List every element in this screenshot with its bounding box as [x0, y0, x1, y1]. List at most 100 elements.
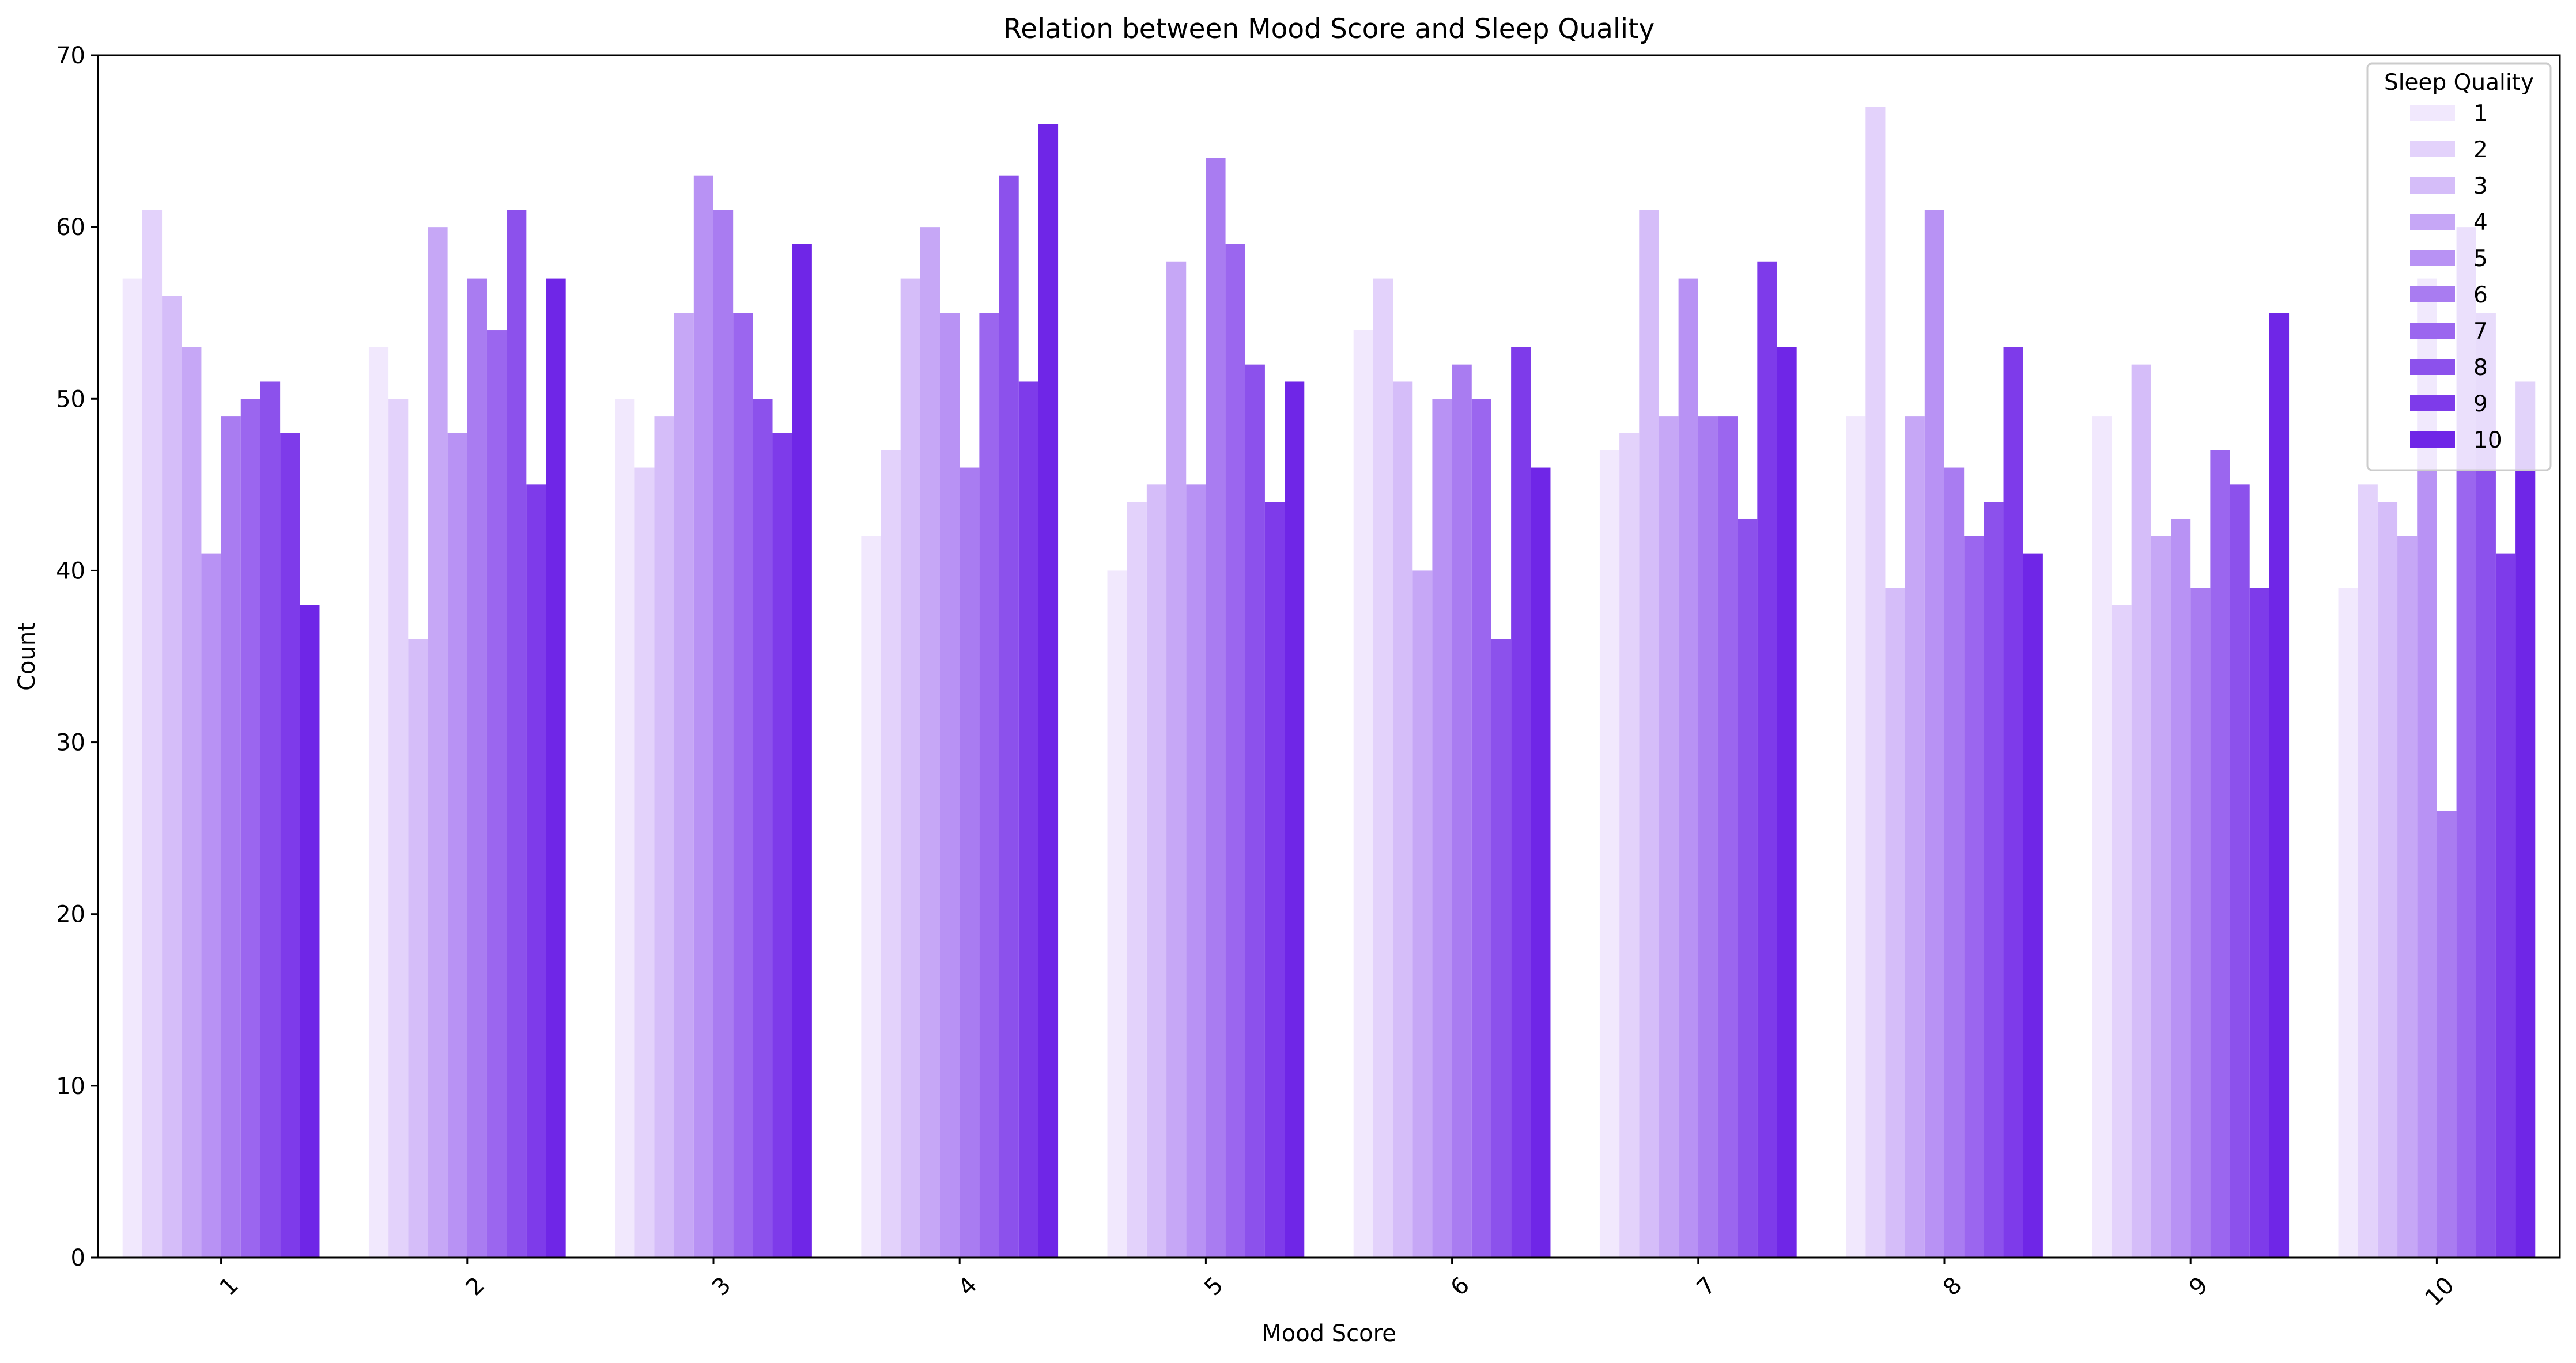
bar-mood-4-sleep-10	[1038, 124, 1059, 1258]
legend: Sleep Quality 1 2 3 4 5 6 7 8 9 10	[2366, 62, 2552, 471]
bar-mood-1-sleep-2	[142, 210, 163, 1258]
y-tick-label: 30	[56, 730, 85, 756]
bar-mood-6-sleep-5	[1432, 399, 1452, 1258]
legend-label-5: 5	[2473, 246, 2488, 272]
legend-swatch-2	[2410, 141, 2455, 157]
bar-mood-10-sleep-10	[2515, 381, 2536, 1258]
bar-mood-9-sleep-2	[2112, 605, 2132, 1258]
legend-swatch-7	[2410, 323, 2455, 339]
legend-swatch-1	[2410, 105, 2455, 121]
legend-label-3: 3	[2473, 173, 2488, 199]
x-tick-label: 6	[1446, 1272, 1475, 1301]
legend-swatch-10	[2410, 431, 2455, 448]
bar-mood-1-sleep-8	[260, 381, 281, 1258]
bar-mood-4-sleep-8	[999, 175, 1019, 1258]
x-tick-label: 4	[953, 1272, 983, 1301]
bar-mood-9-sleep-10	[2269, 313, 2290, 1258]
bar-mood-8-sleep-4	[1905, 416, 1925, 1258]
bar-mood-7-sleep-7	[1717, 416, 1738, 1258]
bar-mood-5-sleep-6	[1206, 158, 1226, 1258]
bar-mood-9-sleep-8	[2230, 484, 2250, 1258]
y-tick-label: 60	[56, 214, 85, 241]
bar-mood-6-sleep-3	[1393, 381, 1413, 1258]
bar-mood-5-sleep-10	[1285, 381, 1305, 1258]
y-tick-label: 0	[71, 1245, 85, 1271]
bar-mood-10-sleep-4	[2397, 536, 2418, 1258]
y-axis: 0 10 20 30 40 50 60 70	[56, 43, 98, 1271]
bar-mood-1-sleep-7	[240, 399, 260, 1258]
bar-mood-7-sleep-10	[1777, 347, 1797, 1258]
plot-frame	[97, 54, 2561, 1259]
y-tick-label: 50	[56, 386, 85, 412]
bar-mood-2-sleep-10	[546, 278, 566, 1258]
bar-mood-7-sleep-1	[1599, 450, 1620, 1258]
bar-mood-7-sleep-3	[1639, 210, 1659, 1258]
bar-mood-6-sleep-10	[1531, 467, 1551, 1258]
bar-mood-2-sleep-8	[507, 210, 527, 1258]
bar-mood-9-sleep-4	[2151, 536, 2171, 1258]
y-tick-label: 70	[56, 43, 85, 69]
x-tick-label: 3	[707, 1272, 736, 1301]
legend-title: Sleep Quality	[2384, 70, 2534, 96]
bar-mood-8-sleep-8	[1984, 502, 2004, 1258]
bar-mood-7-sleep-6	[1698, 416, 1718, 1258]
bar-mood-3-sleep-10	[792, 244, 812, 1258]
bar-mood-3-sleep-9	[772, 433, 792, 1258]
legend-swatch-9	[2410, 395, 2455, 411]
bar-mood-8-sleep-9	[2003, 347, 2023, 1258]
bar-mood-3-sleep-5	[693, 175, 713, 1258]
x-tick-label: 8	[1938, 1272, 1967, 1301]
bar-mood-4-sleep-1	[861, 536, 881, 1258]
bar-mood-10-sleep-6	[2437, 811, 2457, 1258]
bar-mood-3-sleep-4	[674, 313, 694, 1258]
legend-swatch-3	[2410, 177, 2455, 194]
bar-mood-1-sleep-6	[221, 416, 241, 1258]
bar-mood-9-sleep-6	[2190, 588, 2211, 1258]
y-axis-title: Count	[14, 622, 40, 691]
bar-mood-5-sleep-8	[1245, 364, 1265, 1258]
legend-box	[2366, 62, 2552, 471]
bar-mood-3-sleep-6	[713, 210, 734, 1258]
bar-mood-5-sleep-2	[1127, 502, 1147, 1258]
bar-mood-3-sleep-2	[634, 467, 655, 1258]
bar-mood-7-sleep-5	[1678, 278, 1698, 1258]
x-tick-label: 2	[461, 1272, 490, 1301]
bar-mood-3-sleep-1	[615, 399, 635, 1258]
x-tick-label: 1	[215, 1272, 244, 1301]
bar-mood-9-sleep-5	[2171, 518, 2191, 1258]
legend-label-2: 2	[2473, 137, 2488, 163]
bar-mood-8-sleep-2	[1865, 107, 1886, 1258]
legend-swatch-8	[2410, 359, 2455, 375]
chart-title: Relation between Mood Score and Sleep Qu…	[1003, 13, 1655, 45]
bar-mood-6-sleep-1	[1353, 330, 1373, 1258]
bar-mood-8-sleep-10	[2023, 553, 2043, 1258]
bar-mood-2-sleep-5	[447, 433, 467, 1258]
bar-mood-5-sleep-5	[1186, 484, 1206, 1258]
bar-mood-4-sleep-2	[881, 450, 901, 1258]
bar-mood-4-sleep-3	[900, 278, 920, 1258]
y-tick-label: 40	[56, 558, 85, 584]
legend-label-4: 4	[2473, 210, 2488, 236]
legend-label-6: 6	[2473, 282, 2488, 308]
bar-mood-4-sleep-5	[940, 313, 960, 1258]
bar-mood-8-sleep-3	[1885, 588, 1905, 1258]
bar-mood-8-sleep-6	[1944, 467, 1965, 1258]
legend-swatch-6	[2410, 286, 2455, 302]
bar-mood-3-sleep-3	[654, 416, 674, 1258]
x-axis-title: Mood Score	[1261, 1320, 1396, 1347]
bar-mood-6-sleep-4	[1412, 570, 1433, 1258]
x-tick-label: 7	[1692, 1272, 1721, 1301]
bar-mood-2-sleep-9	[526, 484, 546, 1258]
y-tick-label: 10	[56, 1073, 85, 1100]
bar-mood-9-sleep-1	[2092, 416, 2112, 1258]
bar-mood-7-sleep-2	[1619, 433, 1640, 1258]
x-tick-label: 10	[2420, 1272, 2460, 1312]
bar-mood-4-sleep-7	[979, 313, 999, 1258]
legend-label-8: 8	[2473, 355, 2488, 381]
bar-mood-5-sleep-1	[1107, 570, 1127, 1258]
bar-mood-3-sleep-8	[753, 399, 773, 1258]
bar-mood-6-sleep-8	[1491, 639, 1512, 1258]
bar-mood-2-sleep-4	[428, 227, 448, 1258]
bar-mood-3-sleep-7	[733, 313, 753, 1258]
